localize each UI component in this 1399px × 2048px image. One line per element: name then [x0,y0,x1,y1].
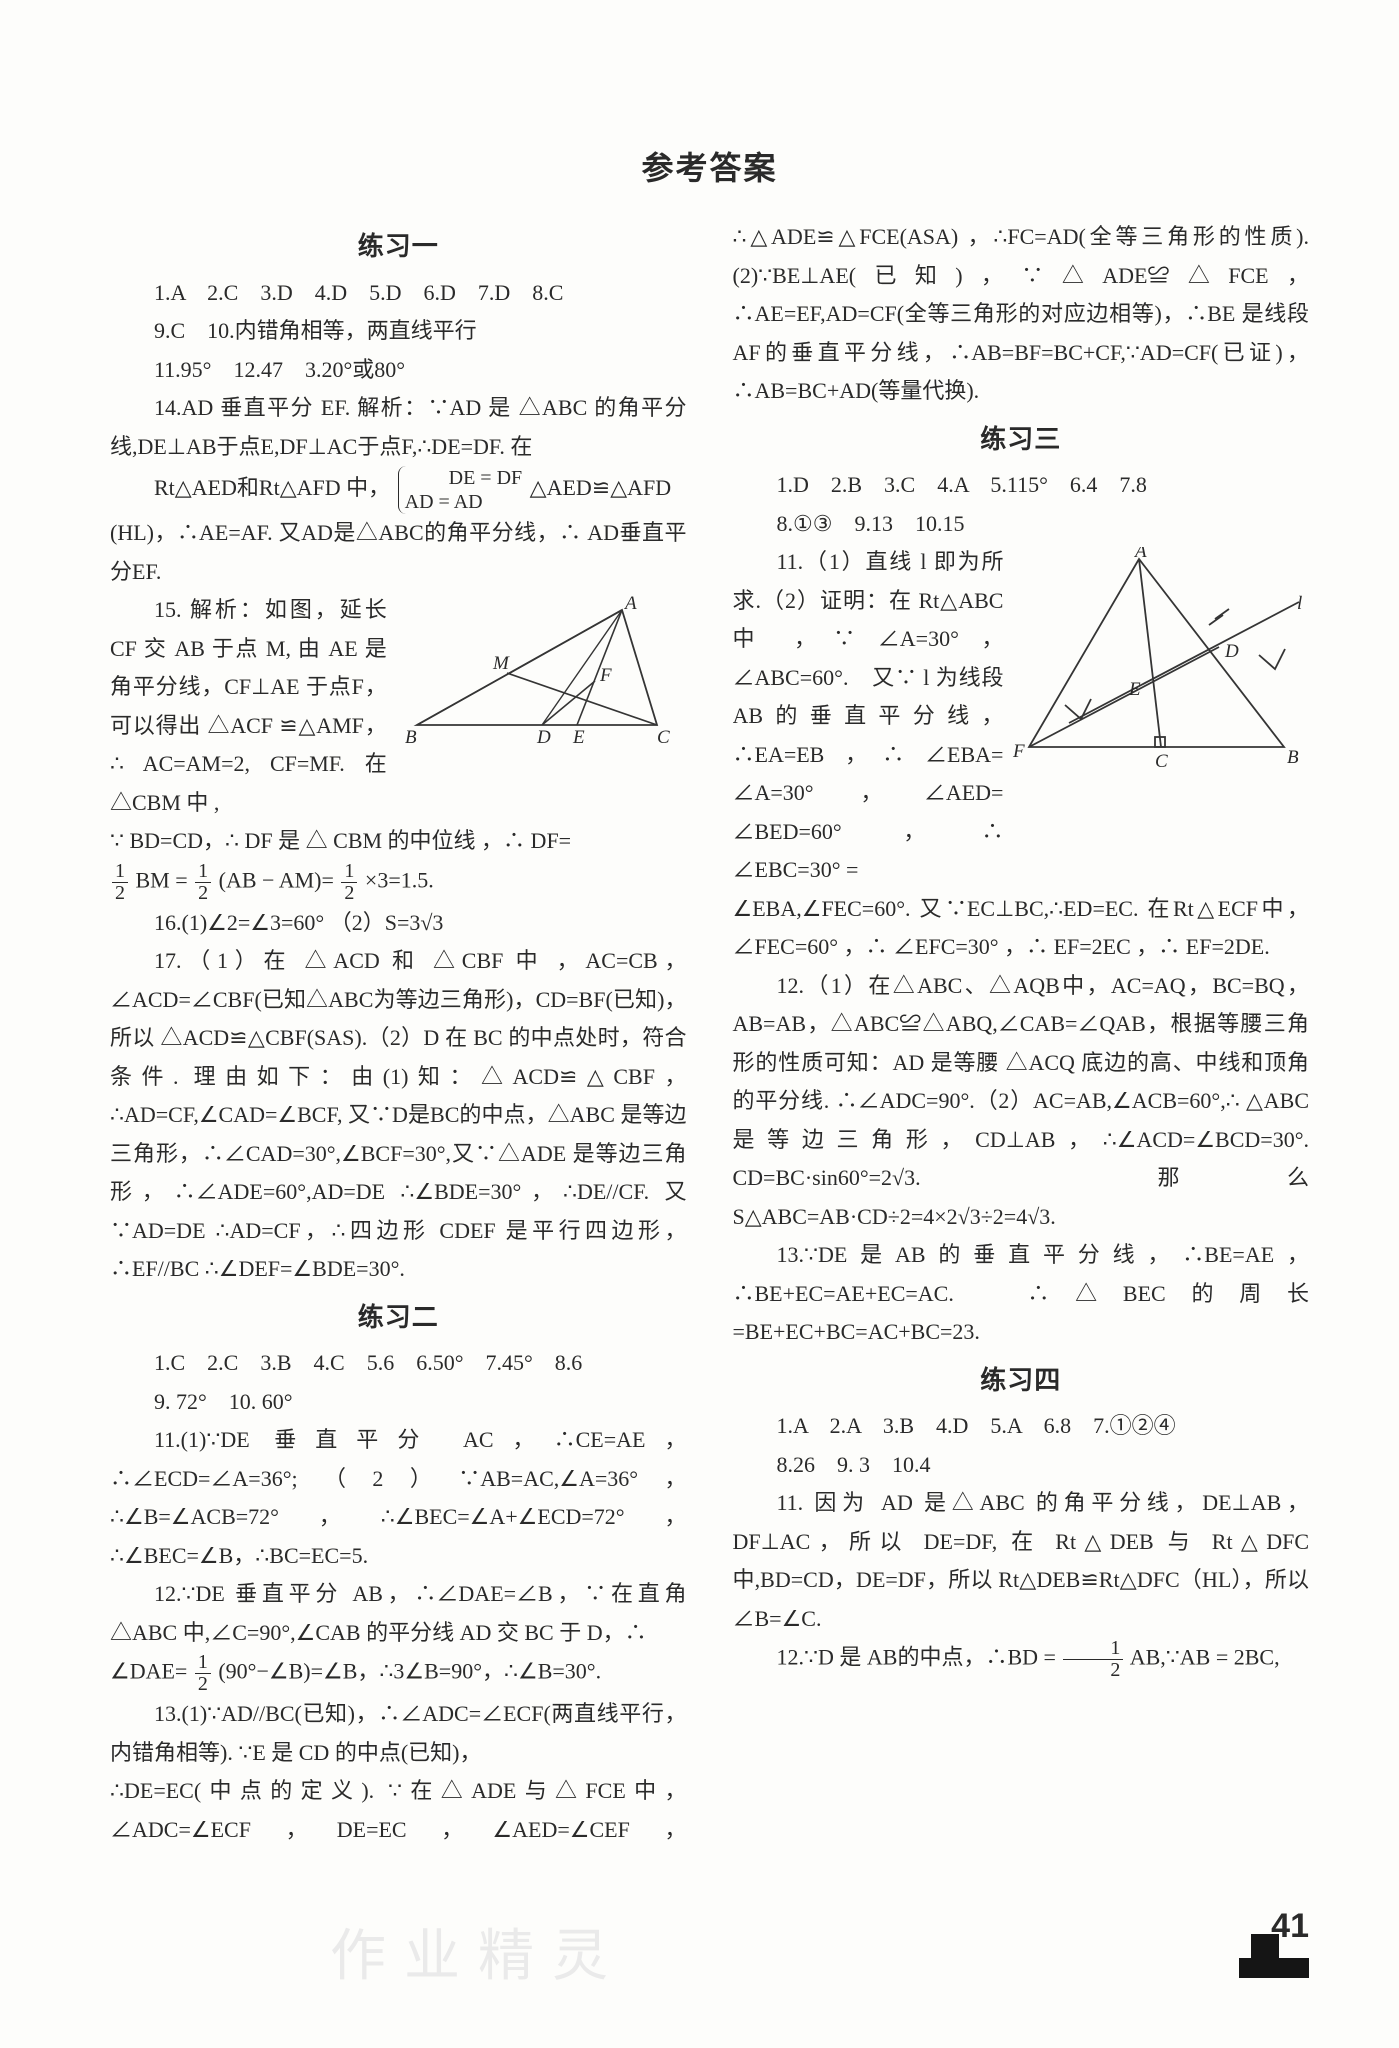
s1-q15-wrap: 15. 解析：如图，延长 CF 交 AB 于点 M, 由 AE 是角平分线，CF… [110,591,687,822]
s1-q14-b-post: △AED≌△AFD [530,475,672,500]
d2-C: C [1155,751,1168,772]
s1-q14-a: 14.AD 垂直平分 EF. 解析：∵AD 是 △ABC 的角平分线,DE⊥AB… [110,389,687,466]
s1-q15-text: 15. 解析：如图，延长 CF 交 AB 于点 M, 由 AE 是角平分线，CF… [110,591,387,822]
frac-3: 12 [341,861,357,904]
s3-q12: 12.（1）在△ABC、△AQB中，AC=AQ，BC=BQ，AB=AB，△ABC… [733,967,1310,1237]
s1-mid1: BM = [136,867,188,892]
section-2-title: 练习二 [110,1295,687,1341]
s2-q12-fraction-line: ∠DAE= 12 (90°−∠B)=∠B，∴3∠B=90°，∴∠B=30°. [110,1652,687,1695]
label-C: C [657,727,670,745]
s4-q12-post: AB,∵AB = 2BC, [1130,1645,1280,1670]
s3-q11b: ∠EBA,∠FEC=60°. 又∵EC⊥BC,∴ED=EC. 在Rt△ECF中，… [733,890,1310,967]
triangle-diagram-1: A B C D E F M [397,595,687,745]
s2-answers-line1: 1.C 2.C 3.B 4.C 5.6 6.50° 7.45° 8.6 [110,1344,687,1383]
label-F: F [599,665,612,686]
watermark-text: 作业精灵 [330,1908,626,2006]
s1-q16: 16.(1)∠2=∠3=60° （2）S=3√3 [110,904,687,943]
label-M: M [492,653,510,674]
frac-2: 12 [195,861,211,904]
s4-q12-pre: 12.∵D 是 AB的中点，∴BD = [777,1645,1056,1670]
d2-E: E [1128,679,1141,700]
section-4-title: 练习四 [733,1358,1310,1404]
s1-answers-line2: 9.C 10.内错角相等，两直线平行 [110,312,687,351]
d2-F: F [1012,741,1025,762]
s1-q14-b-pre: Rt△AED和Rt△AFD 中， [154,475,390,500]
corner-decoration [1199,1936,1309,1978]
s2-answers-line2: 9. 72° 10. 60° [110,1383,687,1422]
equation-system: DE = DF AD = AD [398,466,523,514]
frac-s2: 12 [195,1652,211,1695]
s1-answers-line1: 1.A 2.C 3.D 4.D 5.D 6.D 7.D 8.C [110,274,687,313]
label-B: B [405,727,417,745]
s3-answers-line1: 1.D 2.B 3.C 4.A 5.115° 6.4 7.8 [733,466,1310,505]
label-E: E [572,727,585,745]
s1-q17: 17.（1）在 △ACD 和 △CBF 中 ，AC=CB，∠ACD=∠CBF(已… [110,942,687,1289]
s1-q15-tail1: ∵ BD=CD，∴ DF 是 △ CBM 的中位线 ，∴ DF= [110,822,687,861]
s3-q11-text: 11.（1）直线 l 即为所求.（2）证明：在 Rt△ABC 中 ，∵ ∠A=3… [733,543,1004,890]
sys-top: DE = DF [449,467,523,489]
s1-mid3: ×3=1.5. [365,867,434,892]
page-footer: 作业精灵 41 [110,1908,1309,1988]
s1-answers-line3: 11.95° 12.47 3.20°或80° [110,351,687,390]
page-number-mark: 41 [1199,1936,1309,1978]
page-title: 参考答案 [110,140,1309,196]
s1-q14-c: (HL)，∴AE=AF. 又AD是△ABC的角平分线，∴ AD垂直平分EF. [110,514,687,591]
section-3-title: 练习三 [733,417,1310,463]
label-D: D [536,727,551,745]
d2-D: D [1224,641,1239,662]
s2-q12-post: (90°−∠B)=∠B，∴3∠B=90°，∴∠B=30°. [218,1659,601,1684]
d2-B: B [1287,747,1299,768]
frac-1: 12 [112,861,128,904]
s1-q15-fraction-line: 12 BM = 12 (AB − AM)= 12 ×3=1.5. [110,861,687,904]
triangle-diagram-2: A B C D E F l [1009,547,1309,782]
s4-answers-line2: 8.26 9. 3 10.4 [733,1446,1310,1485]
s4-q11: 11. 因为 AD 是△ABC 的角平分线，DE⊥AB，DF⊥AC，所以 DE=… [733,1484,1310,1638]
content-columns: 练习一 1.A 2.C 3.D 4.D 5.D 6.D 7.D 8.C 9.C … [110,218,1309,1868]
d2-l: l [1297,593,1302,614]
section-1-title: 练习一 [110,224,687,270]
s1-q14-b: Rt△AED和Rt△AFD 中， DE = DF AD = AD △AED≌△A… [110,466,687,514]
frac-s4: 12 [1063,1638,1123,1681]
s3-q13: 13.∵DE是AB的垂直平分线，∴BE=AE，∴BE+EC=AE+EC=AC. … [733,1236,1310,1352]
label-A: A [623,595,637,614]
s2-q11: 11.(1)∵DE 垂直平分 AC，∴CE=AE，∴∠ECD=∠A=36°;（2… [110,1421,687,1575]
s4-q12: 12.∵D 是 AB的中点，∴BD = 12 AB,∵AB = 2BC, [733,1638,1310,1681]
d2-A: A [1133,547,1147,562]
s4-answers-line1: 1.A 2.A 3.B 4.D 5.A 6.8 7.①②④ [733,1407,1310,1446]
s2-q13: 13.(1)∵AD//BC(已知)，∴∠ADC=∠ECF(两直线平行，内错角相等… [110,1695,687,1772]
s1-mid2: (AB − AM)= [219,867,334,892]
s2-q12-pre: ∠DAE= [110,1659,187,1684]
s3-answers-line2: 8.①③ 9.13 10.15 [733,505,1310,544]
sys-bot: AD = AD [405,491,483,513]
s2-q12a: 12.∵DE 垂直平分 AB，∴∠DAE=∠B，∵在直角△ABC 中,∠C=90… [110,1575,687,1652]
s3-q11-wrap: 11.（1）直线 l 即为所求.（2）证明：在 Rt△ABC 中 ，∵ ∠A=3… [733,543,1310,890]
